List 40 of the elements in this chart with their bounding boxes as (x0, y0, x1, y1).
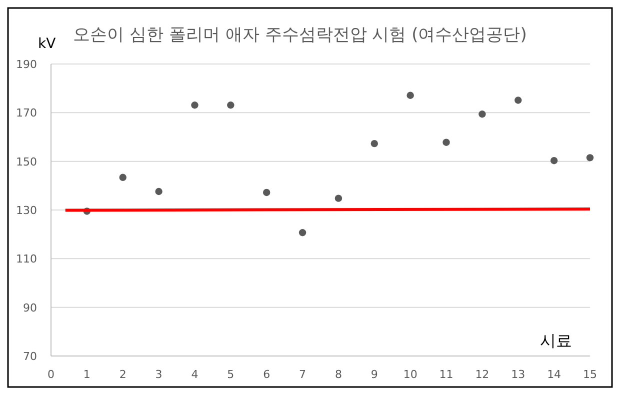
point (191, 102, 198, 109)
x-tick-label: 14 (547, 368, 562, 381)
y-tick-label: 150 (16, 155, 37, 168)
x-tick-label: 0 (48, 368, 54, 381)
point (442, 138, 450, 146)
x-tick-label: 11 (439, 368, 454, 381)
point (478, 110, 486, 118)
point (586, 154, 594, 162)
point (406, 92, 414, 99)
chart-title: 오손이 심한 폴리머 애자 주수섬락전압 시험 (여수산업공단) (73, 25, 527, 45)
x-tick-label: 5 (227, 368, 234, 381)
x-tick-label: 15 (583, 368, 597, 381)
point (370, 140, 378, 148)
y-tick-label: 70 (23, 350, 37, 363)
y-axis-title: kV (38, 36, 56, 52)
point (550, 157, 558, 164)
x-tick-label: 4 (191, 368, 198, 381)
x-tick-label: 8 (334, 368, 342, 381)
point (263, 188, 270, 196)
point (514, 96, 522, 104)
x-axis-title: 시료 (540, 331, 572, 350)
x-tick-label: 9 (370, 368, 378, 381)
x-tick-label: 3 (155, 368, 162, 381)
point (334, 194, 342, 202)
x-tick-label: 7 (299, 368, 306, 381)
x-tick-label: 10 (403, 368, 418, 381)
point (298, 229, 306, 236)
x-tick-label: 1 (83, 368, 90, 381)
y-tick-label: 190 (16, 58, 37, 71)
x-tick-label: 6 (263, 368, 270, 381)
point (119, 174, 126, 181)
y-tick-label: 170 (16, 106, 37, 120)
y-tick-label: 110 (16, 252, 37, 266)
x-tick-label: 13 (511, 368, 526, 381)
x-tick-label: 12 (475, 368, 490, 381)
x-tick-label: 2 (119, 368, 126, 381)
y-tick-label: 130 (16, 204, 37, 217)
y-tick-label: 90 (23, 301, 37, 314)
point (227, 102, 234, 109)
point (155, 188, 162, 196)
